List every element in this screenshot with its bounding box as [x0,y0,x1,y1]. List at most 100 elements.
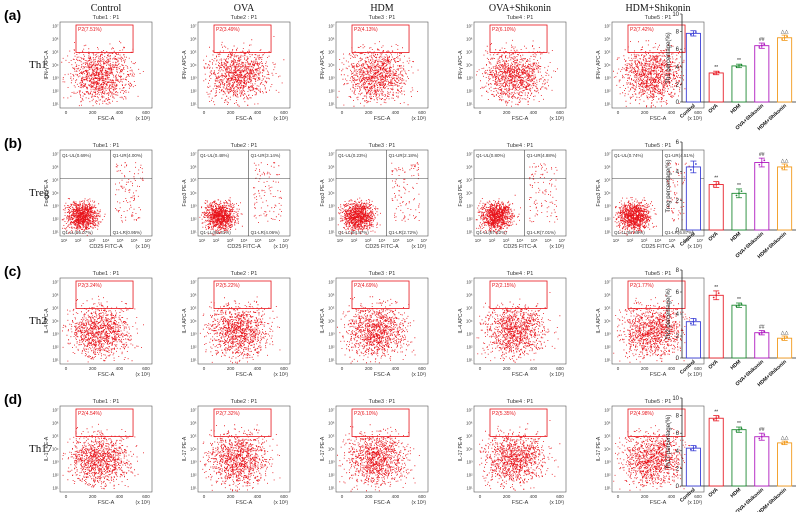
significance-mark: ** [714,176,718,182]
bar [708,294,724,359]
significance-mark: ## [759,37,765,43]
bar [754,45,770,103]
plot-frame [59,405,153,493]
y-tick-label: 10³ [466,332,473,337]
significance-mark: △△ [781,330,789,336]
x-axis-label: FSC-A [98,116,115,122]
bar-y-tick-label: 2 [676,334,680,340]
y-tick-label: 10² [328,89,335,94]
x-tick-label: 10⁷ [283,238,290,243]
x-tick-label: 200 [641,110,649,115]
scatter-plot: Tube4 : P1 P2(2.15%) 0 200 400 600 10¹ 10² 10³ 10… [458,271,567,378]
scatter-plot: Tube1 : P1 P2(3.24%) 0 200 400 600 10¹ 10² 10³ 10… [44,271,153,378]
y-tick-label: 10⁷ [52,152,59,157]
y-axis-label: IL-17 PE-A [458,436,464,461]
y-tick-label: 10¹ [52,102,59,107]
y-tick-label: 10⁷ [52,24,59,29]
plot-frame [335,149,429,237]
significance-mark: △△ [781,435,789,441]
y-tick-label: 10¹ [604,358,611,363]
column-header: HDM+Shikonin [625,3,690,14]
x-axis-unit: (x 10³) [274,244,289,250]
y-tick-label: 10⁴ [190,191,197,196]
bar-y-tick-label: 8 [676,30,680,36]
data-point [758,332,761,335]
y-tick-label: 10² [52,217,59,222]
data-point [783,337,786,340]
y-tick-label: 10⁶ [328,293,335,298]
y-tick-label: 10⁵ [466,306,473,311]
x-axis-unit: (x 10³) [550,244,565,250]
data-point [695,445,697,448]
event-dot-cloud [61,40,144,107]
data-point [717,71,720,73]
y-tick-label: 10⁷ [190,408,197,413]
x-tick-label: 10⁵ [669,238,676,243]
x-tick-label: 0 [65,494,68,499]
x-tick-label: 200 [89,494,97,499]
bar-category-label: OVA [707,359,719,371]
data-point [692,447,695,450]
x-tick-label: 0 [479,366,482,371]
y-tick-label: 10³ [328,460,335,465]
data-point [715,72,718,74]
y-tick-label: 10⁶ [466,165,473,170]
event-dots [479,420,561,491]
gate-box [213,280,272,309]
y-tick-label: 10⁵ [328,434,335,439]
tube-label: Tube3 : P1 [369,143,396,149]
data-point [760,435,763,438]
gate-box [489,408,548,437]
gate-percent-label: P2(6.10%) [354,411,378,417]
bar-category-label: HDM [730,103,743,115]
y-tick-label: 10³ [190,332,197,337]
y-axis-label: IL-17 PE-A [320,436,326,461]
x-tick-label: 0 [341,366,344,371]
bar-category-label: HDM [730,359,743,371]
gate-box [489,280,548,309]
data-point [692,166,695,168]
x-tick-label: 10⁶ [407,238,414,243]
data-point [740,427,743,430]
x-tick-label: 600 [418,494,426,499]
x-axis-label: FSC-A [374,372,391,378]
bar-y-tick-label: 0 [676,100,680,106]
x-tick-label: 10⁷ [697,238,704,243]
tube-label: Tube3 : P1 [369,271,396,277]
gate-percent-label: P2(4.54%) [78,411,102,417]
y-tick-label: 10² [328,217,335,222]
x-axis-label: CD25 FITC-A [227,244,261,250]
bar-category-label: OVA [707,103,719,115]
x-tick-label: 600 [142,494,150,499]
y-axis-label: Foxp3 PE-A [182,179,188,207]
x-tick-label: 0 [203,366,206,371]
y-tick-label: 10³ [604,76,611,81]
data-point [781,167,783,170]
y-tick-label: 10³ [52,332,59,337]
x-tick-label: 10³ [89,238,96,243]
significance-mark: △△ [781,29,789,35]
x-tick-label: 600 [418,110,426,115]
y-tick-label: 10⁴ [466,319,473,324]
event-dot-cloud [199,296,281,364]
y-tick-label: 10⁵ [190,306,197,311]
row-label: Th1 [29,59,47,71]
gate-box [627,280,686,309]
y-tick-label: 10³ [466,76,473,81]
x-axis-label: FSC-A [650,500,667,506]
y-tick-label: 10⁷ [52,408,59,413]
x-tick-label: 200 [503,366,511,371]
event-dot-cloud [61,162,144,236]
y-tick-label: 10¹ [328,358,335,363]
y-tick-label: 10² [190,473,197,478]
y-tick-label: 10³ [190,460,197,465]
significance-mark: ** [737,421,741,427]
x-tick-label: 200 [227,494,235,499]
quadrant-lr-label: Q1-LR(2.72%) [389,230,419,235]
x-tick-label: 200 [89,366,97,371]
x-tick-label: 200 [89,110,97,115]
x-tick-label: 10⁵ [531,238,538,243]
scatter-plot: Tube2 : P1 P2(5.22%) 0 200 400 600 10¹ 10² 10³ 10… [182,271,291,378]
x-axis-unit: (x 10³) [688,500,703,506]
x-tick-label: 10¹ [475,238,482,243]
